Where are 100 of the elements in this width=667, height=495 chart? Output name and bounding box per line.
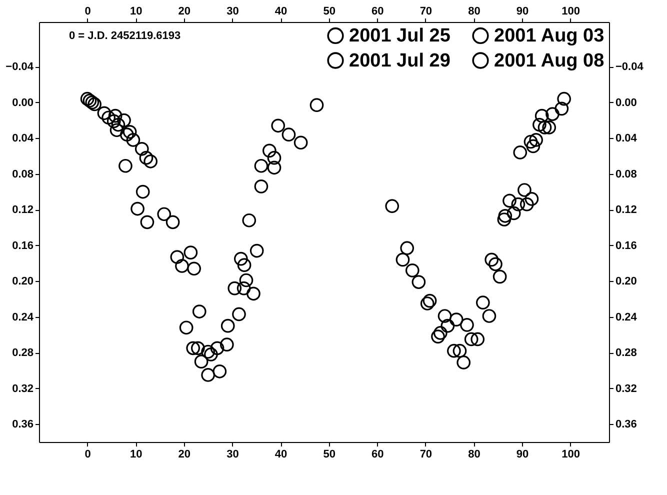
y2-tick-label: 0.00	[616, 96, 637, 109]
y-tick-label: 0.08	[12, 168, 34, 180]
y2-tick-label: −0.04	[616, 61, 644, 74]
point	[422, 294, 437, 308]
y-tick-label: 0.04	[12, 132, 34, 145]
point	[210, 341, 224, 356]
point	[250, 244, 264, 258]
x-tick-label: 40	[274, 6, 288, 18]
point	[271, 118, 286, 133]
point	[438, 309, 452, 323]
point	[310, 98, 324, 112]
point	[557, 92, 571, 106]
point	[412, 275, 426, 289]
x-tick-label: 90	[516, 6, 529, 18]
point	[139, 150, 154, 165]
point	[187, 262, 201, 276]
point	[405, 264, 420, 278]
x-tick-label: 10	[130, 6, 142, 18]
point	[385, 199, 400, 213]
x2-tick-label: 60	[372, 448, 384, 460]
point	[282, 128, 296, 142]
point	[538, 120, 552, 134]
x2-tick-label: 50	[323, 448, 336, 460]
y-tick-label: 0.36	[12, 418, 34, 431]
y2-tick-label: 0.36	[616, 418, 637, 431]
legend-label: 2001 Jul 25	[349, 26, 451, 47]
point	[534, 108, 549, 123]
point	[126, 133, 140, 147]
y-tick-label: −0.04	[6, 61, 34, 74]
point	[447, 344, 461, 358]
y2-tick-label: 0.04	[616, 132, 638, 145]
annotation: 0 = J.D. 2452119.6193	[69, 30, 181, 42]
point	[201, 344, 215, 359]
point	[396, 252, 410, 267]
y2-tick-label: 0.12	[616, 204, 637, 216]
point	[542, 120, 556, 134]
point	[130, 202, 144, 216]
point	[484, 252, 499, 267]
point	[175, 259, 189, 273]
x-tick-label: 100	[562, 6, 580, 18]
point	[529, 133, 543, 147]
point	[237, 258, 252, 272]
x-tick-label: 80	[468, 6, 480, 18]
x2-tick-label: 100	[562, 448, 580, 460]
point	[464, 332, 478, 346]
point	[228, 281, 242, 296]
point	[400, 241, 414, 255]
point	[476, 296, 490, 310]
x-tick-label: 70	[420, 6, 432, 18]
point	[532, 118, 546, 132]
x-tick-label: 0	[84, 6, 91, 18]
point	[80, 92, 94, 106]
y-tick-label: 0.12	[12, 204, 34, 216]
point	[452, 344, 467, 358]
point	[179, 320, 194, 335]
x2-tick-label: 30	[226, 448, 239, 460]
point	[140, 215, 154, 230]
point	[498, 209, 512, 223]
point	[440, 318, 455, 333]
point	[85, 96, 100, 110]
point	[111, 118, 126, 132]
y-tick-label: 0.28	[12, 347, 34, 360]
y2-tick-label: 0.08	[616, 168, 637, 180]
point	[191, 341, 205, 356]
point	[136, 184, 150, 199]
x2-tick-label: 10	[130, 448, 142, 460]
y-tick-label: 0.00	[12, 96, 34, 109]
x2-tick-label: 90	[516, 448, 529, 460]
y2-tick-label: 0.24	[616, 311, 638, 324]
point	[470, 332, 485, 346]
point	[88, 97, 102, 112]
point	[420, 296, 434, 310]
point	[122, 125, 137, 139]
point	[204, 348, 218, 362]
point	[192, 304, 206, 318]
point	[267, 150, 282, 165]
point	[246, 286, 260, 301]
point	[166, 215, 180, 230]
point	[232, 307, 246, 322]
point	[524, 134, 538, 149]
point	[170, 250, 184, 264]
point	[97, 106, 112, 120]
point	[488, 257, 502, 272]
point	[267, 160, 282, 175]
point	[254, 158, 268, 173]
point	[502, 194, 516, 208]
point	[554, 102, 569, 116]
legend-label: 2001 Aug 08	[494, 50, 604, 72]
y2-tick-label: 0.20	[616, 276, 637, 288]
point	[520, 197, 534, 212]
point	[546, 107, 560, 121]
y-tick-label: 0.24	[12, 311, 34, 324]
x2-tick-label: 20	[178, 448, 191, 460]
point	[117, 113, 131, 128]
point	[518, 183, 532, 197]
x2-tick-label: 0	[84, 448, 91, 460]
x-tick-label: 50	[323, 6, 336, 18]
point	[506, 206, 521, 220]
point	[431, 330, 445, 344]
point	[254, 180, 268, 194]
